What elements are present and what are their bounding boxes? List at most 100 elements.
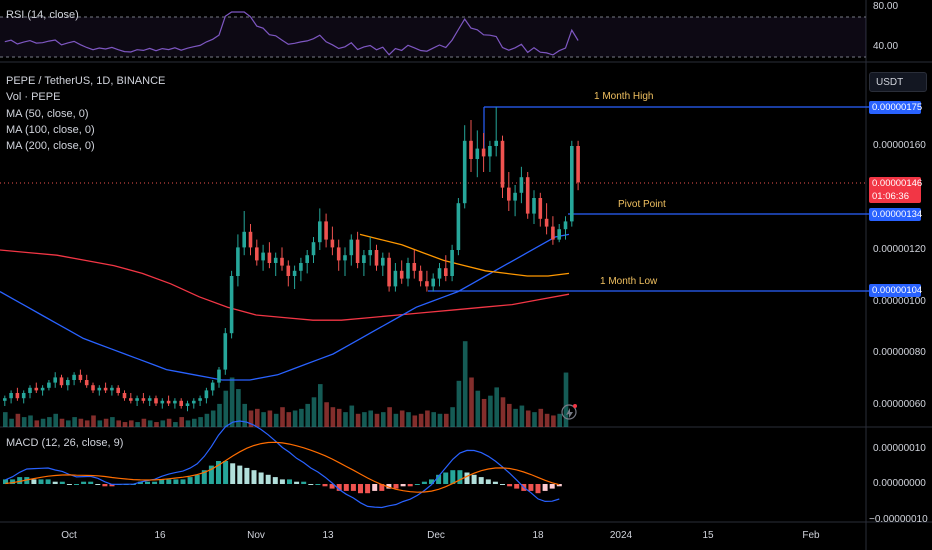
candle-body: [425, 281, 429, 287]
candle-body: [154, 398, 158, 404]
candle-body: [273, 257, 278, 263]
candle: [116, 385, 120, 396]
volume-bar: [500, 397, 506, 427]
macd-histogram-bar: [379, 484, 385, 491]
month-low-annotation[interactable]: 1 Month Low: [600, 276, 658, 287]
volume-bar: [355, 413, 361, 427]
candle: [393, 263, 398, 292]
candle-body: [147, 398, 152, 401]
volume-bar: [305, 403, 310, 427]
month-high-annotation[interactable]: 1 Month High: [594, 91, 654, 102]
macd-title[interactable]: MACD (12, 26, close, 9): [6, 437, 124, 449]
macd-histogram-bar: [38, 479, 44, 484]
time-tick-15: 15: [702, 530, 714, 541]
candle-body: [444, 268, 448, 276]
time-tick-nov: Nov: [247, 530, 265, 541]
candle: [450, 244, 454, 282]
volume-bar: [91, 415, 96, 427]
candle: [305, 250, 309, 274]
volume-bar: [28, 415, 33, 427]
candle: [242, 211, 246, 256]
macd-histogram-bar: [208, 465, 214, 484]
candle-body: [280, 257, 284, 266]
ma50-title[interactable]: MA (50, close, 0): [6, 108, 89, 120]
candle: [78, 369, 83, 383]
candle-body: [229, 276, 234, 334]
macd-histogram-bar: [216, 461, 221, 484]
candle: [532, 190, 536, 224]
volume-bar: [261, 412, 266, 427]
candle: [135, 395, 139, 406]
macd-histogram-bar: [429, 479, 434, 484]
candle: [544, 203, 549, 235]
ma200-line: [0, 249, 570, 321]
candle: [179, 398, 183, 409]
volume-bar: [9, 418, 14, 427]
candle-body: [28, 387, 32, 393]
volume-bar: [412, 415, 418, 427]
candles[interactable]: [3, 107, 580, 412]
macd-histogram-bar: [45, 479, 51, 484]
candle-body: [173, 400, 177, 404]
macd-histogram-bar: [31, 479, 37, 484]
macd-histogram-bar: [343, 484, 349, 491]
candle-body: [305, 255, 309, 263]
candle: [336, 239, 341, 271]
candle: [387, 252, 391, 292]
volume-bar: [292, 410, 298, 427]
macd-histogram-bar: [336, 484, 342, 491]
volume-bar: [551, 415, 556, 427]
candle: [53, 372, 57, 388]
volume-bar: [444, 413, 449, 427]
rsi-tick-40: 40.00: [873, 41, 899, 52]
macd-histogram-bar: [492, 481, 498, 484]
ma200-title[interactable]: MA (200, close, 0): [6, 140, 95, 152]
candle-body: [116, 387, 120, 393]
candle-body: [217, 369, 221, 383]
volume-bar: [368, 410, 373, 427]
candle: [557, 224, 561, 243]
macd-histogram-bar: [52, 481, 58, 484]
macd-histogram-bar: [279, 479, 285, 484]
candle: [475, 130, 480, 178]
price-tick-160: 0.00000160: [873, 140, 926, 151]
candle-body: [412, 263, 417, 271]
candle-body: [368, 250, 372, 256]
candle-body: [97, 387, 102, 391]
symbol-title[interactable]: PEPE / TetherUS, 1D, BINANCE: [6, 75, 166, 87]
pivot-point-annotation[interactable]: Pivot Point: [618, 199, 666, 210]
candle: [418, 265, 423, 287]
volume-bar: [110, 417, 115, 427]
macd-histogram-bar: [95, 484, 101, 485]
macd-histogram-bar: [59, 481, 65, 484]
macd-histogram-bar: [173, 479, 179, 484]
volume-bar: [286, 412, 292, 427]
replay-icon[interactable]: [561, 404, 577, 420]
macd-histogram-bar: [159, 479, 165, 484]
macd-histogram-bar: [478, 477, 484, 484]
volume-title[interactable]: Vol · PEPE: [6, 91, 61, 103]
candle: [406, 257, 410, 287]
candle: [444, 255, 448, 282]
candle: [91, 382, 95, 393]
volume-bar: [280, 407, 285, 427]
candle-body: [204, 390, 209, 399]
volume-bar: [166, 418, 172, 427]
ma100-title[interactable]: MA (100, close, 0): [6, 124, 95, 136]
candle-body: [267, 252, 272, 263]
pivot-price-tag: 0.00000134: [869, 208, 922, 221]
volume-bar: [273, 413, 279, 427]
candle-body: [355, 239, 360, 263]
candle-body: [475, 148, 480, 159]
volume-bar: [160, 420, 166, 427]
currency-button[interactable]: USDT: [869, 72, 927, 92]
volume-bar: [116, 420, 121, 427]
candle-body: [110, 387, 114, 391]
macd-histogram-bar: [322, 484, 328, 487]
macd-histogram-bar: [102, 484, 108, 487]
volume-bar: [84, 420, 90, 427]
volume-bar: [122, 422, 128, 427]
candle-body: [406, 263, 410, 279]
rsi-title[interactable]: RSI (14, close): [6, 9, 79, 21]
